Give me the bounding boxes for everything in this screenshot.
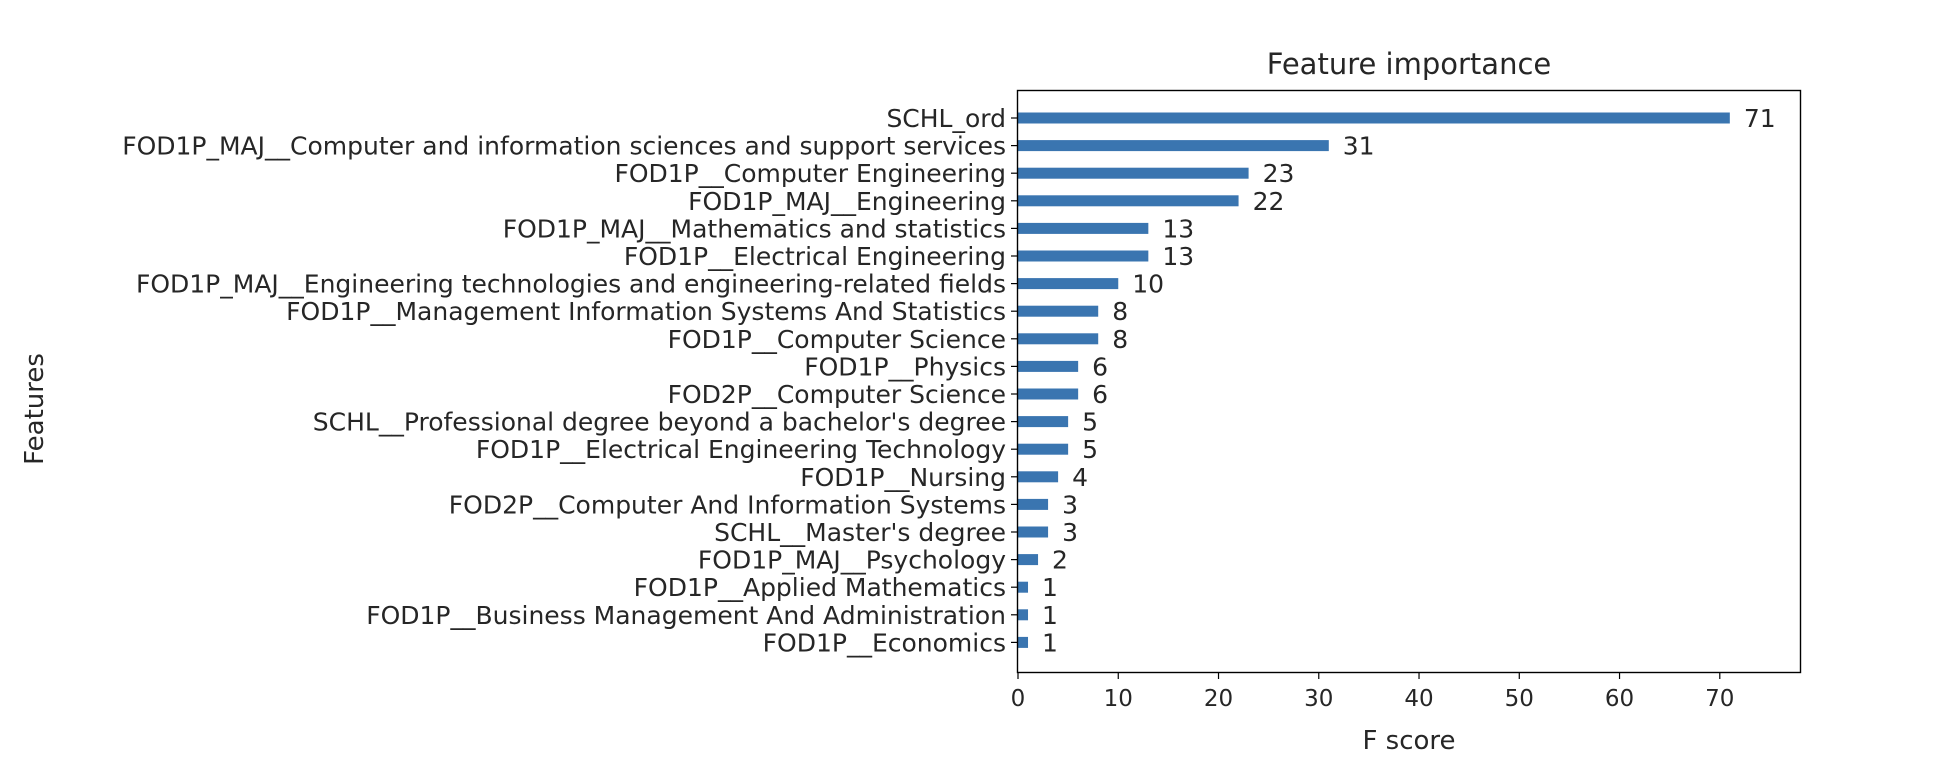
bar [1018,250,1149,262]
bar [1018,443,1069,455]
value-label: 31 [1343,132,1375,161]
value-label: 22 [1253,187,1285,216]
category-label: FOD1P__Computer Engineering [614,159,1006,188]
category-label: FOD2P__Computer Science [668,380,1006,409]
category-label: FOD1P_MAJ__Engineering technologies and … [136,270,1006,299]
category-label: FOD1P__Computer Science [668,325,1006,354]
category-label: FOD1P__Economics [763,628,1006,657]
value-label: 8 [1112,297,1128,326]
category-label: FOD1P_MAJ__Mathematics and statistics [503,214,1006,243]
x-tick-label: 70 [1705,686,1734,712]
bar [1018,471,1059,483]
category-label: FOD1P_MAJ__Computer and information scie… [122,132,1006,161]
bar [1018,498,1049,510]
value-label: 10 [1132,270,1164,299]
value-label: 3 [1062,518,1078,547]
category-label: FOD1P__Electrical Engineering [624,242,1006,271]
category-label: FOD1P__Electrical Engineering Technology [476,435,1006,464]
value-label: 13 [1162,242,1194,271]
bar [1018,609,1029,621]
category-label: SCHL__Professional degree beyond a bache… [313,408,1006,437]
x-tick-label: 0 [1011,686,1026,712]
x-tick-label: 50 [1505,686,1534,712]
bar [1018,526,1049,538]
x-tick-label: 40 [1404,686,1433,712]
bar [1018,554,1039,566]
y-axis-label: Features [20,353,50,465]
value-label: 8 [1112,325,1128,354]
category-label: FOD1P__Business Management And Administr… [366,601,1006,630]
value-label: 1 [1042,628,1058,657]
value-label: 23 [1263,159,1295,188]
x-tick-label: 10 [1104,686,1133,712]
x-tick-label: 60 [1605,686,1634,712]
category-label: FOD2P__Computer And Information Systems [449,490,1006,519]
category-label: FOD1P__Management Information Systems An… [286,297,1006,326]
bar [1018,333,1099,345]
value-label: 13 [1162,214,1194,243]
bar [1018,195,1239,207]
x-tick-label: 20 [1204,686,1233,712]
value-label: 6 [1092,352,1108,381]
bar [1018,305,1099,317]
category-label: SCHL_ord [886,104,1006,133]
bar [1018,416,1069,428]
bar [1018,140,1329,152]
category-label: FOD1P_MAJ__Engineering [688,187,1006,216]
bars-group [1018,112,1730,648]
value-label: 71 [1744,104,1776,133]
value-label: 5 [1082,435,1098,464]
bar [1018,112,1730,124]
value-label: 1 [1042,601,1058,630]
bar [1018,222,1149,234]
category-label: FOD1P_MAJ__Psychology [698,546,1006,575]
x-tick-label: 30 [1304,686,1333,712]
value-label: 5 [1082,408,1098,437]
bar [1018,636,1029,648]
chart-title: Feature importance [1267,47,1552,81]
value-label: 6 [1092,380,1108,409]
value-label: 2 [1052,546,1068,575]
category-label: SCHL__Master's degree [714,518,1006,547]
bar [1018,360,1079,372]
x-axis-label: F score [1362,726,1455,756]
value-label: 3 [1062,490,1078,519]
bar [1018,581,1029,593]
bar [1018,388,1079,400]
x-ticks-group: 0 10 20 30 40 50 60 70 [1011,117,1734,712]
plot-frame [1016,89,1802,674]
bar [1018,278,1119,290]
category-label: FOD1P__Physics [804,352,1006,381]
bar [1018,167,1249,179]
value-label: 4 [1072,463,1088,492]
category-label: FOD1P__Applied Mathematics [634,573,1006,602]
value-label: 1 [1042,573,1058,602]
category-label: FOD1P__Nursing [800,463,1006,492]
